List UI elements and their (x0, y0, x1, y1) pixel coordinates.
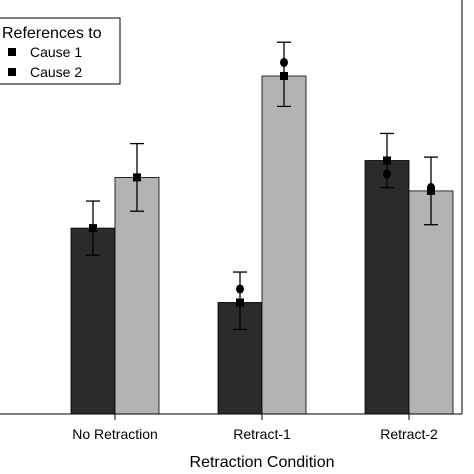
legend-title: References to (2, 25, 102, 42)
bar-cause-2-0 (114, 176, 160, 415)
legend-marker-0 (8, 48, 16, 56)
mean-marker-1-1 (280, 72, 288, 80)
bar-cause-2-1 (261, 75, 307, 415)
mean-marker-0-1 (236, 298, 244, 307)
bar-cause-1-2 (364, 160, 410, 415)
x-tick-label-2: Retract-2 (380, 426, 438, 442)
legend-box (0, 17, 121, 85)
legend-items: Cause 1 Cause 2 (8, 44, 82, 80)
legend-label-1: Cause 2 (30, 64, 82, 80)
circle-marker-1-1-0 (280, 57, 288, 67)
mean-marker-1-0 (133, 173, 141, 182)
bars-layer (70, 41, 454, 415)
bar-cause-2-2 (408, 190, 454, 415)
bar-cause-1-0 (70, 227, 116, 415)
x-tick-label-0: No Retraction (72, 426, 158, 442)
circle-marker-0-1-0 (236, 284, 244, 294)
circle-marker-1-2-0 (427, 183, 435, 193)
circle-marker-0-2-0 (383, 169, 391, 179)
x-tick-label-1: Retract-1 (233, 426, 291, 442)
legend-label-0: Cause 1 (30, 44, 82, 60)
legend: References to Cause 1 Cause 2 (0, 17, 121, 85)
mean-marker-0-0 (89, 224, 97, 233)
category-ticks-layer: No Retraction Retract-1 Retract-2 (72, 414, 438, 442)
mean-marker-0-2 (383, 156, 391, 165)
legend-marker-1 (8, 68, 16, 76)
x-axis-label: Retraction Condition (190, 454, 335, 471)
